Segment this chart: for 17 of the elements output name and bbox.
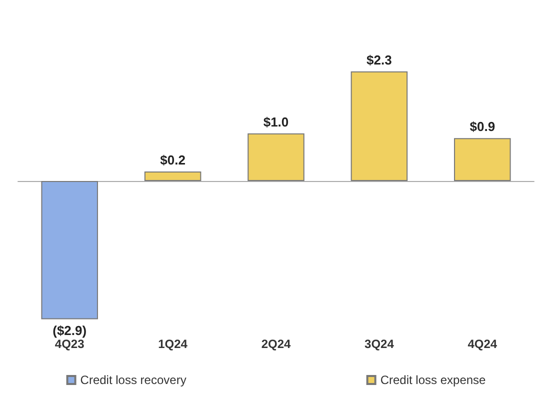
x-tick-label: 1Q24 bbox=[158, 337, 188, 351]
data-label: $0.2 bbox=[160, 152, 186, 168]
x-tick-label: 4Q24 bbox=[468, 337, 498, 351]
bar bbox=[41, 181, 98, 320]
legend-label: Credit loss expense bbox=[380, 373, 486, 387]
bar bbox=[248, 133, 304, 181]
data-label: $2.3 bbox=[366, 52, 392, 68]
x-tick-label: 2Q24 bbox=[261, 337, 291, 351]
data-label: $1.0 bbox=[263, 114, 289, 130]
data-label: ($2.9) bbox=[52, 323, 87, 338]
x-tick-label: 4Q23 bbox=[54, 337, 85, 351]
bar bbox=[350, 71, 408, 181]
bar bbox=[454, 138, 511, 181]
data-label: $0.9 bbox=[470, 119, 496, 134]
bar bbox=[144, 171, 202, 181]
x-tick-label: 3Q24 bbox=[364, 337, 394, 351]
legend-label: Credit loss recovery bbox=[80, 373, 186, 387]
